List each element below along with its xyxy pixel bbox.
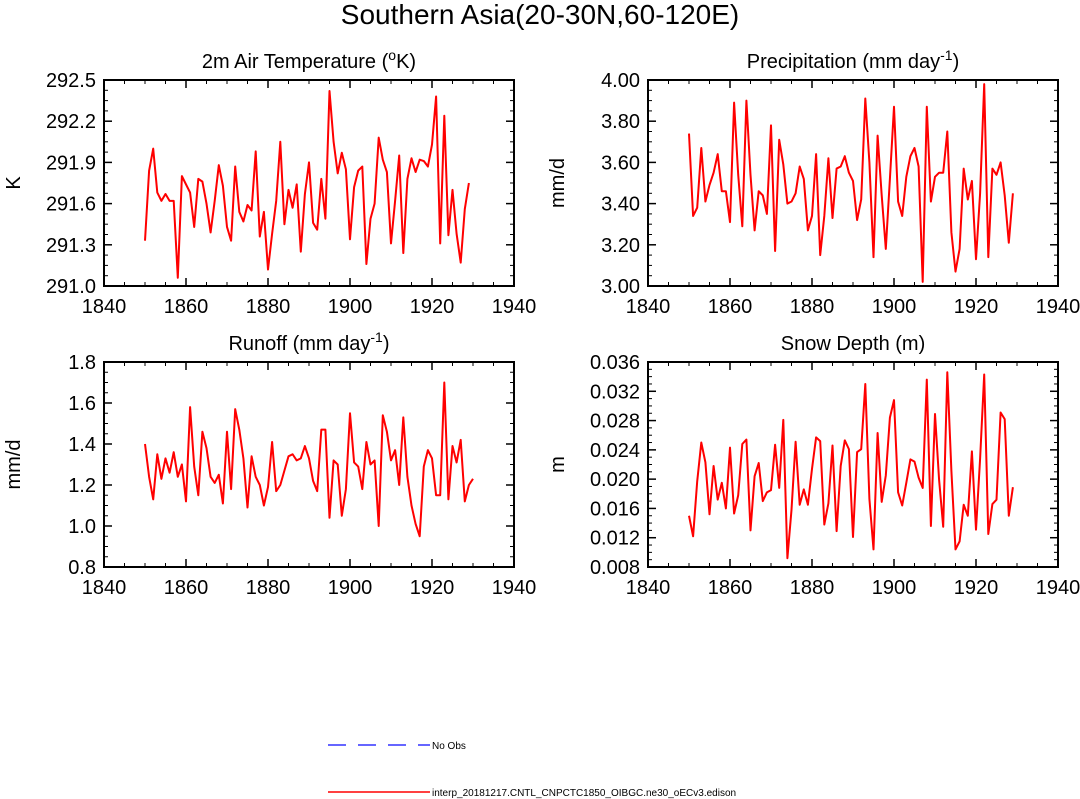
legend-item-1: No Obs <box>328 741 466 752</box>
y-tick-label: 292.2 <box>46 111 96 133</box>
x-tick-label: 1920 <box>954 577 999 599</box>
x-tick-label: 1940 <box>492 577 537 599</box>
legend-label: interp_20181217.CNTL_CNPCTC1850_OIBGC.ne… <box>432 788 736 799</box>
y-tick-label: 0.036 <box>590 352 640 374</box>
y-tick-label: 0.032 <box>590 381 640 403</box>
y-tick-label: 291.9 <box>46 152 96 174</box>
x-tick-label: 1900 <box>328 577 373 599</box>
y-tick-label: 3.80 <box>601 111 640 133</box>
x-tick-label: 1880 <box>246 577 291 599</box>
y-tick-label: 1.4 <box>68 434 96 456</box>
y-tick-label: 3.20 <box>601 235 640 257</box>
y-tick-label: 0.8 <box>68 557 96 579</box>
panel-title: 2m Air Temperature (oK) <box>202 47 416 73</box>
series-line-model <box>688 371 1014 560</box>
y-tick-label: 1.6 <box>68 393 96 415</box>
y-tick-label: 291.0 <box>46 276 96 298</box>
y-axis-label: m <box>547 456 569 473</box>
x-tick-label: 1860 <box>708 296 753 318</box>
panel-4: Snow Depth (m) m 1840 1860 1880 1900 1920 1940 0… <box>547 333 1080 599</box>
y-tick-label: 0.008 <box>590 557 640 579</box>
panel-title-superscript: o <box>388 47 396 63</box>
y-axis-label: mm/d <box>547 158 569 208</box>
y-tick-label: 1.8 <box>68 352 96 374</box>
y-axis-label: mm/d <box>3 440 25 490</box>
y-axis-label: K <box>3 176 25 190</box>
panel-title-tail: K) <box>396 51 416 73</box>
x-tick-label: 1880 <box>790 577 835 599</box>
y-tick-label: 3.60 <box>601 152 640 174</box>
x-tick-label: 1840 <box>626 577 671 599</box>
plot-frame <box>647 79 1059 287</box>
x-tick-label: 1920 <box>410 577 455 599</box>
x-tick-label: 1860 <box>164 296 209 318</box>
plot-frame <box>103 361 515 568</box>
main-title: Southern Asia(20-30N,60-120E) <box>341 0 739 30</box>
panel-title-superscript: -1 <box>940 47 953 63</box>
x-tick-label: 1880 <box>246 296 291 318</box>
x-tick-label: 1840 <box>626 296 671 318</box>
panel-title: Runoff (mm day-1) <box>228 329 389 355</box>
y-tick-label: 3.00 <box>601 276 640 298</box>
panel-3: Runoff (mm day-1) mm/d 1840 1860 1880 1900 192… <box>3 329 536 599</box>
plot-frame <box>103 79 515 287</box>
panels: 2m Air Temperature (oK) K 1840 1860 1880 1900… <box>3 47 1080 599</box>
y-tick-label: 0.020 <box>590 469 640 491</box>
x-tick-label: 1900 <box>328 296 373 318</box>
series-line-model <box>688 83 1014 283</box>
legend: No Obs interp_20181217.CNTL_CNPCTC1850_OI… <box>328 741 736 799</box>
series-line-model <box>144 381 474 538</box>
x-tick-label: 1920 <box>410 296 455 318</box>
panel-title-tail: ) <box>953 51 960 73</box>
y-tick-label: 0.024 <box>590 440 640 462</box>
y-tick-label: 0.012 <box>590 528 640 550</box>
legend-label: No Obs <box>432 741 466 752</box>
x-tick-label: 1880 <box>790 296 835 318</box>
y-tick-label: 291.6 <box>46 194 96 216</box>
plot-frame <box>647 361 1059 568</box>
x-tick-label: 1900 <box>872 577 917 599</box>
y-tick-label: 0.028 <box>590 411 640 433</box>
x-tick-label: 1940 <box>1036 296 1080 318</box>
y-tick-label: 1.2 <box>68 475 96 497</box>
x-tick-label: 1900 <box>872 296 917 318</box>
panel-title-superscript: -1 <box>370 329 383 345</box>
x-tick-label: 1840 <box>82 296 127 318</box>
y-tick-label: 3.40 <box>601 194 640 216</box>
panel-2: Precipitation (mm day-1) mm/d 1840 1860 1880… <box>547 47 1080 318</box>
legend-item-2: interp_20181217.CNTL_CNPCTC1850_OIBGC.ne… <box>328 788 736 799</box>
x-tick-label: 1940 <box>1036 577 1080 599</box>
y-tick-label: 291.3 <box>46 235 96 257</box>
y-tick-label: 4.00 <box>601 70 640 92</box>
panel-title-tail: ) <box>383 333 390 355</box>
series-line-model <box>144 89 470 279</box>
x-tick-label: 1860 <box>164 577 209 599</box>
y-tick-label: 1.0 <box>68 516 96 538</box>
y-tick-label: 292.5 <box>46 70 96 92</box>
panel-title: Snow Depth (m) <box>781 333 926 355</box>
x-tick-label: 1920 <box>954 296 999 318</box>
panel-1: 2m Air Temperature (oK) K 1840 1860 1880 1900… <box>3 47 536 318</box>
panel-title: Precipitation (mm day-1) <box>747 47 960 73</box>
y-tick-label: 0.016 <box>590 498 640 520</box>
x-tick-label: 1840 <box>82 577 127 599</box>
x-tick-label: 1940 <box>492 296 537 318</box>
x-tick-label: 1860 <box>708 577 753 599</box>
